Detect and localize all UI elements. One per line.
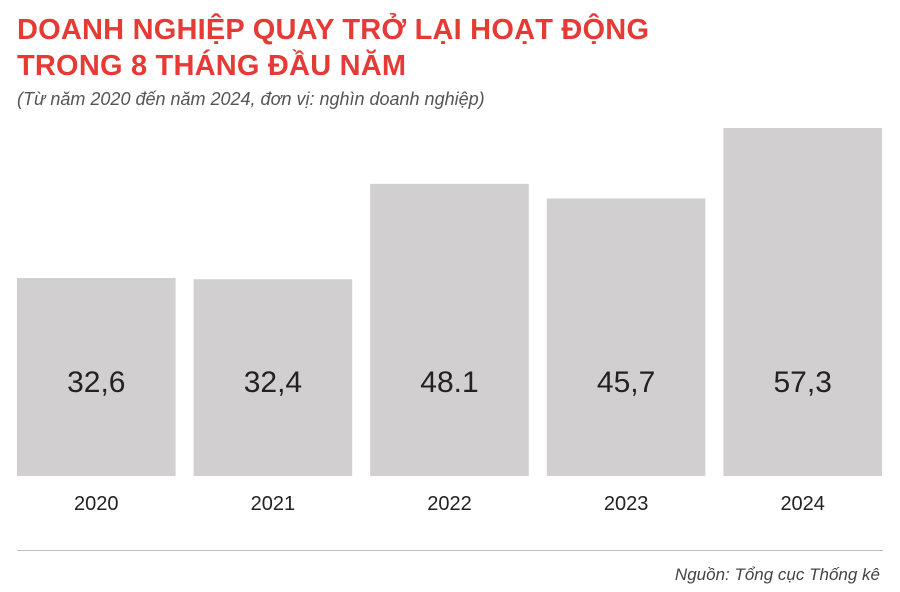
bar-2024 — [723, 128, 882, 476]
x-tick-label: 2021 — [251, 493, 296, 515]
bar-2022 — [370, 183, 529, 477]
footer-divider — [17, 550, 883, 551]
bar-value-label: 48.1 — [420, 366, 478, 399]
chart-title-line-1: DOANH NGHIỆP QUAY TRỞ LẠI HOẠT ĐỘNG — [17, 14, 650, 46]
bar-value-label: 57,3 — [774, 366, 832, 399]
bar-2023 — [546, 198, 706, 476]
x-tick-label: 2022 — [427, 493, 472, 515]
x-tick-label: 2024 — [780, 493, 825, 515]
source-note: Nguồn: Tổng cục Thống kê — [674, 565, 880, 584]
bar-value-label: 32,6 — [67, 366, 125, 399]
bar-value-label: 45,7 — [597, 366, 655, 399]
chart-subtitle: (Từ năm 2020 đến năm 2024, đơn vị: nghìn… — [17, 89, 485, 109]
chart-title-line-2: TRONG 8 THÁNG ĐẦU NĂM — [17, 50, 407, 82]
bar-2020 — [17, 278, 176, 476]
x-tick-label: 2023 — [604, 493, 649, 515]
bar-value-label: 32,4 — [244, 366, 302, 399]
bar-2021 — [193, 279, 353, 476]
chart-title: DOANH NGHIỆP QUAY TRỞ LẠI HOẠT ĐỘNG TRON… — [17, 12, 877, 84]
x-tick-label: 2020 — [74, 493, 119, 515]
